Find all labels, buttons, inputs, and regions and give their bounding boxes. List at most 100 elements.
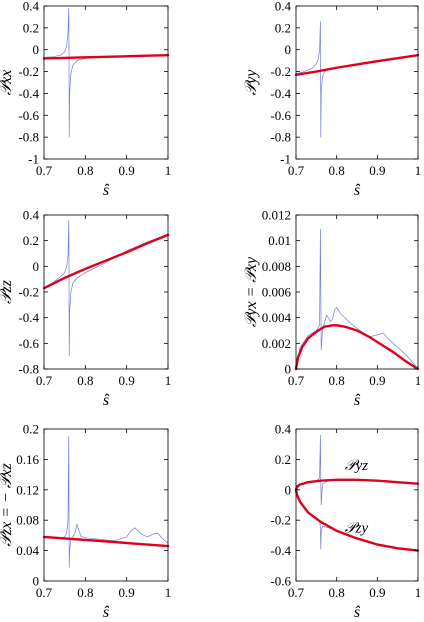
y-tick-label: 0 bbox=[33, 259, 40, 274]
x-axis-label: ŝ bbox=[103, 392, 110, 409]
y-tick-label: 0.006 bbox=[262, 285, 292, 300]
y-tick-label: -0.6 bbox=[18, 336, 39, 351]
y-tick-label: 0 bbox=[285, 42, 292, 57]
y-tick-label: -0.4 bbox=[18, 86, 39, 101]
y-tick-label: -0.4 bbox=[270, 543, 291, 558]
series-line-thin-1 bbox=[295, 228, 419, 370]
x-tick-label: 0.9 bbox=[369, 373, 385, 388]
y-tick-label: 0 bbox=[285, 482, 292, 497]
x-tick-label: 0.9 bbox=[119, 163, 135, 178]
y-tick-label: 0.2 bbox=[23, 233, 39, 248]
x-axis-label: ŝ bbox=[354, 182, 361, 199]
y-tick-label: 0.008 bbox=[262, 259, 291, 274]
x-axis-label: ŝ bbox=[354, 604, 361, 621]
y-axis-label: 𝒫xx bbox=[0, 70, 15, 96]
series-line-thick-2 bbox=[294, 324, 420, 371]
chart-panel-2: 0.7 0.8 0.9 1 0.4 0.2 0 -0.2 -0.4 -0.6 -0.8 -1 ŝ 𝒫yy bbox=[243, 0, 421, 199]
plot-frame bbox=[43, 428, 169, 582]
y-tick-label: 0.2 bbox=[275, 20, 291, 35]
y-tick-label: 0.012 bbox=[262, 208, 291, 223]
y-tick-label: 0.002 bbox=[262, 336, 291, 351]
y-tick-label: -0.8 bbox=[18, 362, 39, 377]
y-tick-label: -0.6 bbox=[270, 574, 291, 589]
x-tick-label: 1 bbox=[165, 585, 172, 600]
chart-panel-1: 0.7 0.8 0.9 1 0.4 0.2 0 -0.2 -0.4 -0.6 -0.8 -1 ŝ 𝒫xx bbox=[0, 0, 171, 199]
y-tick-label: -0.8 bbox=[18, 130, 39, 145]
y-tick-label: -0.2 bbox=[270, 513, 291, 528]
x-tick-label: 0.7 bbox=[288, 373, 305, 388]
y-axis-label: 𝒫zz bbox=[0, 279, 15, 304]
y-tick-label: -0.6 bbox=[18, 108, 39, 123]
y-tick-label: -0.2 bbox=[18, 285, 39, 300]
x-axis-label: ŝ bbox=[354, 392, 361, 409]
y-tick-label: 0.04 bbox=[16, 543, 39, 558]
y-tick-label: 0.4 bbox=[23, 208, 40, 223]
x-tick-label: 0.9 bbox=[369, 163, 385, 178]
y-tick-label: -1 bbox=[28, 152, 39, 167]
series-line-thin-1 bbox=[295, 20, 419, 138]
y-tick-label: 0 bbox=[33, 42, 40, 57]
x-tick-label: 1 bbox=[415, 163, 422, 178]
plot-frame bbox=[295, 214, 419, 370]
x-tick-label: 0.7 bbox=[36, 373, 53, 388]
y-tick-label: -1 bbox=[280, 152, 291, 167]
plot-frame bbox=[295, 428, 419, 582]
y-tick-label: -0.4 bbox=[18, 310, 39, 325]
series-line-thick-2 bbox=[42, 535, 170, 548]
series-line-thick-2 bbox=[294, 53, 420, 77]
y-tick-label: 0.2 bbox=[23, 422, 39, 437]
x-tick-label: 0.9 bbox=[369, 585, 385, 600]
y-tick-label: -0.6 bbox=[270, 108, 291, 123]
y-tick-label: 0 bbox=[285, 362, 292, 377]
series-line-thick-3 bbox=[294, 478, 420, 491]
x-axis-label: ŝ bbox=[103, 604, 110, 621]
y-tick-label: 0.08 bbox=[16, 513, 39, 528]
x-tick-label: 0.8 bbox=[77, 373, 93, 388]
x-tick-label: 0.7 bbox=[36, 585, 53, 600]
y-tick-label: -0.8 bbox=[270, 130, 291, 145]
series-line-thick-2 bbox=[42, 233, 170, 290]
plot-frame bbox=[43, 214, 169, 370]
y-tick-label: 0.2 bbox=[275, 452, 291, 467]
x-tick-label: 1 bbox=[165, 373, 172, 388]
x-tick-label: 1 bbox=[415, 585, 422, 600]
x-tick-label: 0.8 bbox=[329, 585, 345, 600]
chart-panel-5: 0.7 0.8 0.9 1 0.2 0.16 0.12 0.08 0.04 0 ŝ 𝒫zx = − 𝒫… bbox=[0, 422, 171, 622]
x-tick-label: 1 bbox=[165, 163, 172, 178]
y-tick-label: -0.2 bbox=[270, 64, 291, 79]
x-tick-label: 0.7 bbox=[288, 163, 305, 178]
y-axis-label: 𝒫zx = − 𝒫xz bbox=[0, 463, 15, 547]
chart-panel-3: 0.7 0.8 0.9 1 0.4 0.2 0 -0.2 -0.4 -0.6 -0.8 ŝ 𝒫zz bbox=[0, 208, 171, 410]
x-tick-label: 0.8 bbox=[77, 163, 93, 178]
chart-panel-4: 0.7 0.8 0.9 1 0.012 0.01 0.008 0.006 0.004 0.002 0… bbox=[243, 208, 421, 410]
y-tick-label: 0.12 bbox=[16, 482, 39, 497]
y-tick-label: -0.2 bbox=[18, 64, 39, 79]
x-tick-label: 1 bbox=[415, 373, 422, 388]
y-tick-label: 0.004 bbox=[262, 310, 292, 325]
x-tick-label: 0.9 bbox=[119, 373, 135, 388]
series-line-thick-2 bbox=[42, 53, 170, 60]
series-line-thin-1 bbox=[43, 219, 169, 357]
y-tick-label: 0.16 bbox=[16, 452, 39, 467]
y-tick-label: 0.01 bbox=[268, 233, 291, 248]
x-tick-label: 0.8 bbox=[329, 373, 345, 388]
x-tick-label: 0.8 bbox=[77, 585, 93, 600]
y-axis-label: 𝒫yx = 𝒫xy bbox=[243, 256, 260, 327]
y-tick-label: 0.4 bbox=[275, 0, 292, 14]
y-tick-label: 0.4 bbox=[275, 422, 292, 437]
series-annotation: 𝒫zy bbox=[345, 520, 369, 536]
plot-frame bbox=[43, 5, 169, 160]
plot-frame bbox=[295, 5, 419, 160]
x-tick-label: 0.9 bbox=[119, 585, 135, 600]
y-tick-label: 0 bbox=[33, 574, 40, 589]
chart-panel-6: 0.7 0.8 0.9 1 0.4 0.2 0 -0.2 -0.4 -0.6 ŝ 𝒫yz 𝒫zy bbox=[270, 422, 421, 622]
y-axis-label: 𝒫yy bbox=[243, 69, 260, 96]
series-annotation: 𝒫yz bbox=[345, 458, 368, 474]
y-tick-label: -0.4 bbox=[270, 86, 291, 101]
x-axis-label: ŝ bbox=[103, 182, 110, 199]
x-tick-label: 0.8 bbox=[329, 163, 345, 178]
series-line-thin-1 bbox=[43, 436, 169, 568]
series-line-thin-1 bbox=[43, 7, 169, 138]
y-tick-label: 0.4 bbox=[23, 0, 40, 14]
